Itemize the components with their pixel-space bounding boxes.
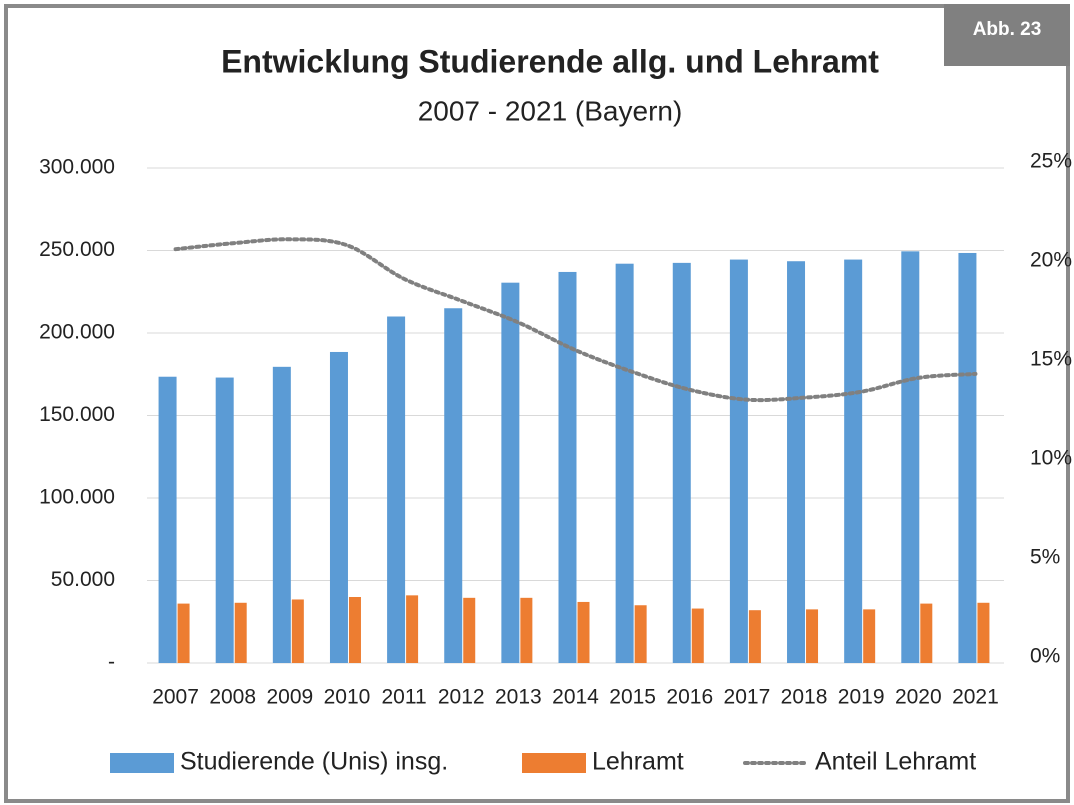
bar [444, 308, 463, 663]
y2-tick-label: 15% [1030, 348, 1072, 371]
bar [977, 602, 990, 663]
bar [272, 366, 291, 663]
bar [729, 259, 748, 663]
x-tick-label: 2014 [552, 686, 599, 709]
legend-label: Studierende (Unis) insg. [180, 748, 448, 776]
x-tick-label: 2010 [324, 686, 371, 709]
x-tick-label: 2013 [495, 686, 542, 709]
bar [672, 262, 691, 663]
badge: Abb. 23 [973, 19, 1042, 40]
bar [863, 609, 876, 663]
x-tick-label: 2017 [724, 686, 771, 709]
y2-tick-label: 0% [1030, 645, 1060, 668]
bar [348, 597, 361, 663]
bar [291, 599, 304, 663]
bar [158, 376, 177, 663]
bar [901, 251, 920, 663]
bar [406, 595, 419, 663]
bar [234, 602, 247, 663]
badge-box [944, 4, 1070, 66]
x-tick-label: 2015 [609, 686, 656, 709]
bar [520, 597, 533, 663]
bar [920, 603, 933, 663]
x-tick-label: 2007 [152, 686, 199, 709]
y-tick-label: 50.000 [51, 568, 115, 591]
bar [615, 263, 634, 663]
y2-tick-label: 10% [1030, 447, 1072, 470]
x-tick-label: 2012 [438, 686, 485, 709]
legend-swatch [522, 753, 586, 773]
bar [958, 252, 977, 663]
bar [501, 282, 520, 663]
x-tick-label: 2016 [666, 686, 713, 709]
y-tick-label: 200.000 [39, 321, 115, 344]
line [173, 237, 978, 403]
y-tick-label: 150.000 [39, 403, 115, 426]
bar [844, 259, 863, 663]
y2-tick-label: 5% [1030, 546, 1060, 569]
bar [463, 597, 476, 663]
bar [558, 271, 577, 663]
y2-tick-label: 25% [1030, 150, 1072, 173]
frame [4, 4, 1070, 803]
x-tick-label: 2020 [895, 686, 942, 709]
chart-title: Entwicklung Studierende allg. und Lehram… [221, 43, 879, 79]
bar [748, 610, 761, 663]
bar [387, 316, 406, 663]
chart-subtitle: 2007 - 2021 (Bayern) [418, 95, 683, 126]
x-tick-label: 2011 [382, 686, 427, 709]
bar [215, 377, 234, 663]
y-tick-label: - [108, 651, 115, 674]
legend-label: Lehramt [592, 748, 684, 776]
x-tick-label: 2008 [209, 686, 256, 709]
y-tick-label: 100.000 [39, 486, 115, 509]
legend-label: Anteil Lehramt [815, 748, 976, 776]
bar [691, 608, 704, 663]
legend-swatch [110, 753, 174, 773]
bar [787, 261, 806, 663]
bar [634, 605, 647, 663]
x-tick-label: 2018 [781, 686, 828, 709]
y-tick-label: 250.000 [39, 238, 115, 261]
x-tick-label: 2021 [952, 686, 999, 709]
x-tick-label: 2019 [838, 686, 885, 709]
x-tick-label: 2009 [266, 686, 313, 709]
bar [806, 609, 819, 663]
y2-tick-label: 20% [1030, 249, 1072, 272]
y-tick-label: 300.000 [39, 156, 115, 179]
bar [177, 603, 190, 663]
bar [577, 601, 590, 663]
bar [329, 351, 348, 663]
